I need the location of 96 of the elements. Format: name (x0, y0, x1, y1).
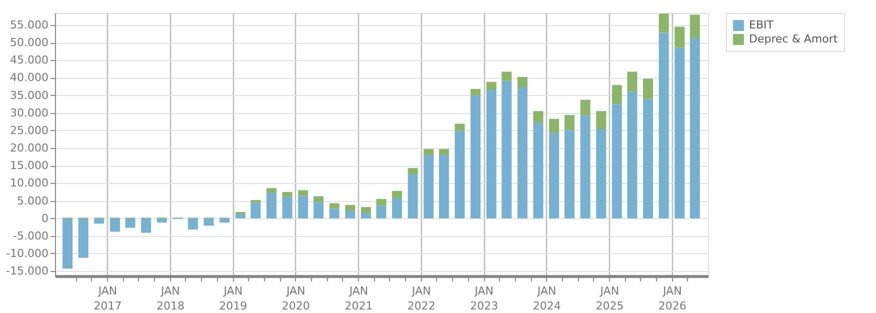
x-tick-label: JAN 2024 (532, 284, 561, 312)
bar (533, 123, 544, 218)
bar (533, 111, 544, 124)
bar (580, 116, 590, 218)
bar (690, 38, 700, 218)
y-tick-label: 55.000 (10, 18, 48, 32)
bar (141, 218, 152, 233)
bar (674, 48, 685, 218)
bar (125, 218, 136, 228)
bar (627, 92, 638, 218)
bar (298, 196, 308, 218)
bar (235, 214, 246, 218)
bar (110, 218, 120, 232)
bar (564, 130, 575, 218)
bar (188, 218, 198, 230)
bar (470, 96, 481, 218)
bar (360, 213, 371, 218)
x-tick-label: JAN 2022 (407, 284, 436, 312)
bar (486, 82, 496, 90)
bar (627, 72, 638, 92)
bar (266, 188, 276, 194)
bar (658, 14, 669, 33)
bar (250, 202, 261, 218)
legend-label: EBIT (749, 18, 774, 32)
bar (517, 88, 528, 218)
bar (486, 90, 496, 218)
y-tick-label: 45.000 (10, 54, 48, 67)
x-tick-label: JAN 2018 (156, 284, 184, 312)
bar (674, 26, 685, 48)
bar (392, 198, 402, 218)
bar (220, 218, 230, 223)
y-tick-label: 0 (42, 212, 48, 225)
bar (643, 98, 654, 218)
bar (549, 132, 560, 218)
bar (376, 199, 386, 206)
y-tick-label: 5.000 (17, 194, 48, 208)
legend-label: Deprec & Amort (749, 32, 838, 46)
x-tick-label: JAN 2026 (658, 284, 686, 312)
bar (454, 124, 465, 131)
y-tick-label: 25.000 (10, 124, 48, 137)
bar (298, 190, 308, 196)
bar (156, 218, 167, 223)
bar (690, 14, 700, 38)
bar (314, 196, 324, 202)
x-tick-label: JAN 2019 (219, 284, 248, 312)
bar (266, 193, 276, 218)
y-tick-label: 10.000 (10, 176, 48, 190)
y-tick-label: 50.000 (10, 36, 48, 50)
bar (345, 210, 356, 218)
bar (643, 78, 654, 99)
bar (282, 196, 292, 218)
y-tick-label: -10.000 (6, 246, 48, 260)
bar (612, 104, 622, 218)
bar (360, 207, 371, 214)
bar (329, 208, 340, 218)
y-tick-label: 30.000 (10, 106, 48, 120)
bar (502, 72, 512, 81)
x-tick-label: JAN 2020 (282, 284, 310, 312)
bar (62, 218, 73, 269)
bar (438, 155, 449, 218)
bar (424, 149, 434, 156)
bar (517, 76, 528, 88)
bar (454, 130, 465, 218)
bar (502, 80, 512, 218)
x-tick-label: JAN 2023 (470, 284, 498, 312)
y-tick-label: -5.000 (13, 229, 48, 242)
x-tick-label: JAN 2021 (344, 284, 373, 312)
bar (580, 100, 590, 116)
bar (282, 192, 292, 197)
bar (549, 118, 560, 133)
bar (408, 168, 418, 174)
bar (438, 149, 449, 156)
y-tick-label: 15.000 (10, 159, 48, 172)
bar (596, 111, 606, 130)
bar (596, 129, 606, 218)
bar (424, 155, 434, 218)
x-tick-label: JAN 2017 (94, 284, 122, 312)
y-tick-label: 40.000 (10, 71, 48, 84)
bar (314, 202, 324, 218)
bar (78, 218, 88, 258)
bar (564, 114, 575, 130)
bar (94, 218, 104, 224)
bar (392, 190, 402, 198)
bar (408, 174, 418, 218)
y-tick-label: -15.000 (6, 264, 48, 278)
bar (376, 206, 386, 218)
bar (612, 85, 622, 104)
bar (345, 204, 356, 211)
bar (470, 88, 481, 96)
bar (329, 203, 340, 209)
bar (204, 218, 214, 226)
bar (250, 200, 261, 203)
x-tick-label: JAN 2025 (596, 284, 624, 312)
y-tick-label: 20.000 (10, 142, 48, 155)
bar (658, 32, 669, 218)
y-tick-label: 35.000 (10, 88, 48, 102)
